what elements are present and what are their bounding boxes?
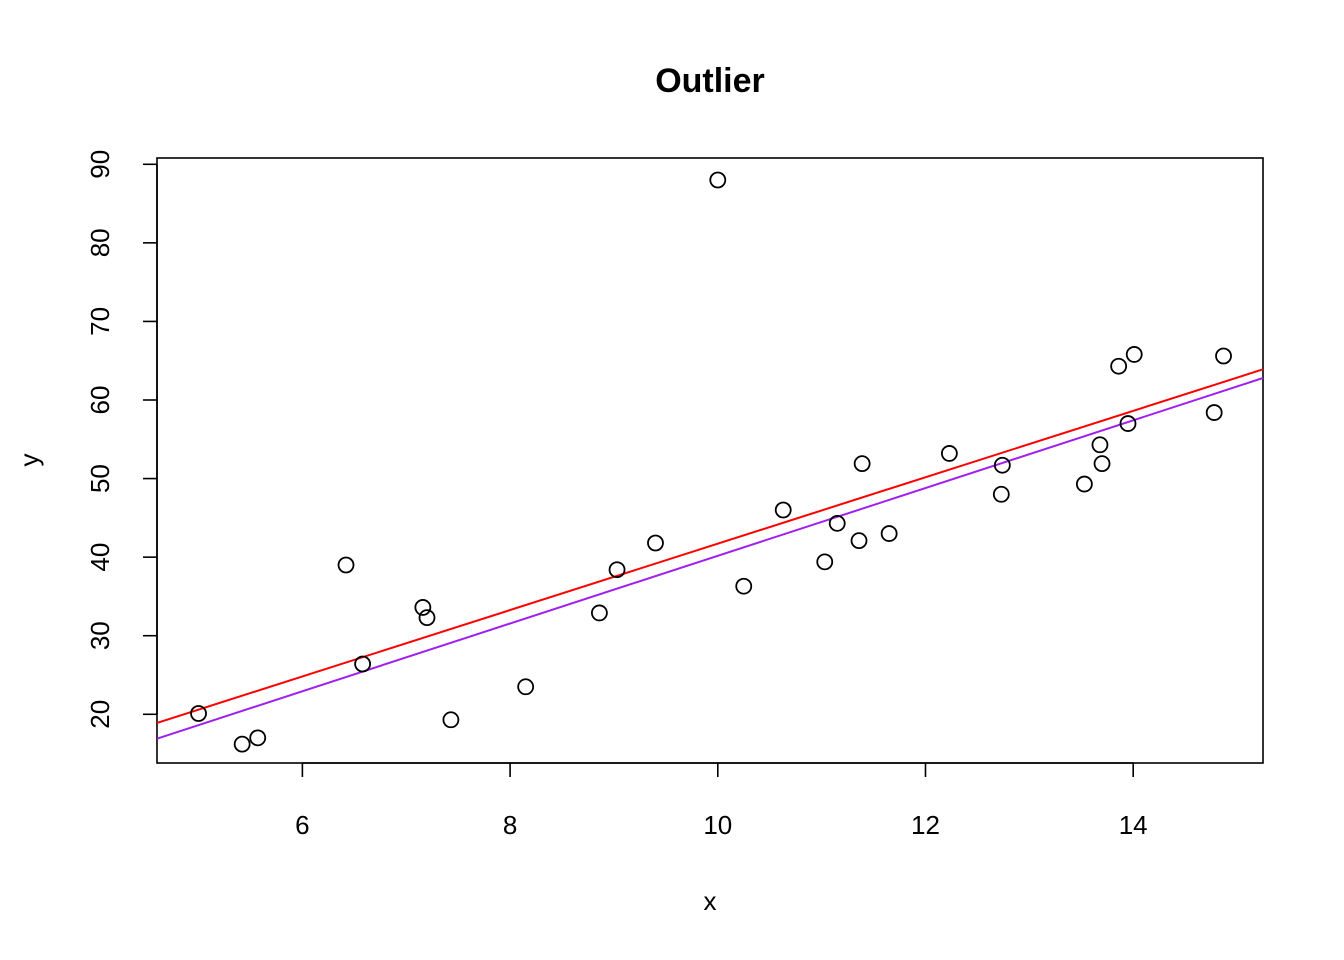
x-tick-label: 10 (703, 810, 732, 840)
x-tick-label: 12 (911, 810, 940, 840)
data-point (1205, 404, 1223, 421)
data-point (647, 534, 664, 552)
chart-title: Outlier (655, 62, 765, 100)
data-point (190, 705, 207, 722)
data-point (249, 729, 267, 747)
data-point (517, 678, 535, 696)
x-tick-label: 6 (295, 810, 309, 840)
data-point (940, 445, 958, 462)
data-point (1125, 346, 1143, 363)
data-point (414, 599, 432, 616)
y-tick-label: 70 (85, 307, 115, 336)
y-tick-label: 50 (85, 464, 115, 493)
x-tick-label: 14 (1119, 810, 1148, 840)
data-point (608, 561, 626, 579)
y-axis: 20 30 40 50 60 70 80 90 (85, 150, 158, 729)
y-tick-label: 90 (85, 150, 115, 179)
data-point (850, 532, 868, 550)
data-point (591, 604, 608, 622)
data-point (418, 609, 436, 627)
x-axis-label: x (704, 886, 717, 916)
data-point (354, 655, 372, 673)
data-point (233, 735, 251, 753)
fit-line-1 (156, 368, 1264, 724)
y-tick-label: 80 (85, 228, 115, 257)
data-point (992, 485, 1010, 503)
fit-line-2 (156, 377, 1264, 740)
fit-lines (156, 368, 1264, 740)
data-point (774, 501, 792, 519)
data-point (1215, 347, 1232, 365)
data-point (709, 171, 727, 189)
data-point (880, 525, 898, 542)
data-point (993, 456, 1011, 474)
data-point (816, 553, 834, 571)
plot-frame (156, 157, 1264, 764)
data-point (1075, 475, 1093, 493)
data-point (442, 711, 460, 729)
y-tick-label: 40 (85, 543, 115, 572)
y-tick-label: 60 (85, 386, 115, 415)
data-point (1110, 357, 1128, 375)
y-tick-label: 30 (85, 621, 115, 650)
y-axis-label: y (14, 454, 44, 467)
x-tick-label: 8 (503, 810, 517, 840)
data-point (1119, 415, 1137, 432)
data-point (1091, 436, 1109, 454)
data-point (1093, 455, 1111, 473)
data-points (190, 171, 1232, 753)
data-point (828, 514, 846, 532)
x-axis: 6 8 10 12 14 (295, 762, 1148, 840)
y-tick-label: 20 (85, 700, 115, 729)
data-point (337, 556, 355, 574)
data-point (735, 577, 753, 595)
data-point (853, 455, 871, 473)
